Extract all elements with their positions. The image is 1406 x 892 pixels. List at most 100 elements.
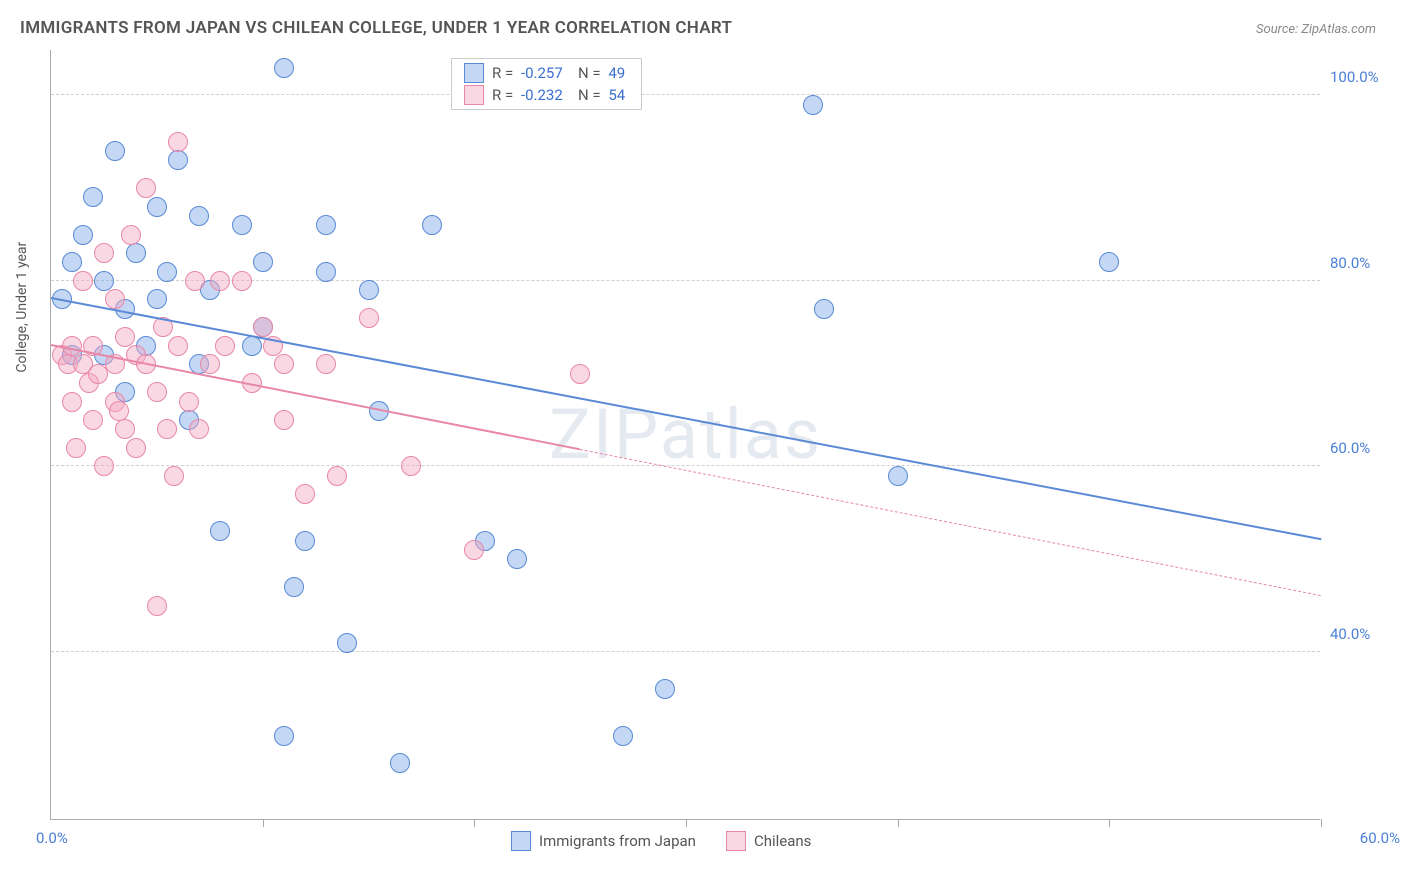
scatter-point	[105, 141, 125, 161]
scatter-point	[232, 215, 252, 235]
legend-row: R = -0.232 N = 54	[464, 85, 629, 105]
scatter-point	[94, 243, 114, 263]
scatter-point	[295, 531, 315, 551]
scatter-point	[164, 466, 184, 486]
scatter-point	[73, 225, 93, 245]
scatter-point	[62, 252, 82, 272]
scatter-point	[316, 262, 336, 282]
y-tick-label: 80.0%	[1330, 254, 1395, 272]
scatter-point	[507, 549, 527, 569]
scatter-point	[232, 271, 252, 291]
x-tick	[1321, 819, 1322, 827]
scatter-point	[105, 289, 125, 309]
scatter-point	[613, 726, 633, 746]
scatter-point	[210, 521, 230, 541]
scatter-point	[168, 150, 188, 170]
scatter-point	[274, 410, 294, 430]
scatter-point	[803, 95, 823, 115]
scatter-point	[655, 679, 675, 699]
x-tick-label-max: 60.0%	[1360, 829, 1400, 847]
legend-item: Chileans	[726, 831, 811, 851]
legend-stats: R = -0.232 N = 54	[492, 86, 629, 104]
scatter-point	[147, 382, 167, 402]
plot-area: ZIPatlas 40.0%60.0%80.0%100.0%0.0%60.0%R…	[50, 50, 1320, 820]
chart-title: IMMIGRANTS FROM JAPAN VS CHILEAN COLLEGE…	[20, 18, 732, 38]
scatter-point	[147, 596, 167, 616]
x-tick	[474, 819, 475, 827]
trend-line-extrapolated	[580, 449, 1321, 596]
scatter-point	[200, 354, 220, 374]
x-tick	[686, 819, 687, 827]
scatter-point	[464, 540, 484, 560]
x-tick	[1109, 819, 1110, 827]
legend-item: Immigrants from Japan	[511, 831, 696, 851]
scatter-point	[253, 317, 273, 337]
scatter-point	[242, 336, 262, 356]
scatter-point	[210, 271, 230, 291]
gridline	[51, 94, 1320, 95]
scatter-point	[274, 58, 294, 78]
scatter-point	[401, 456, 421, 476]
scatter-point	[168, 336, 188, 356]
scatter-point	[94, 456, 114, 476]
scatter-point	[295, 484, 315, 504]
legend-swatch	[464, 85, 484, 105]
trend-line	[51, 298, 1321, 541]
correlation-legend: R = -0.257 N = 49 R = -0.232 N = 54	[451, 58, 642, 110]
y-tick-label: 40.0%	[1330, 625, 1395, 643]
scatter-point	[62, 392, 82, 412]
scatter-point	[185, 271, 205, 291]
x-tick	[263, 819, 264, 827]
scatter-point	[215, 336, 235, 356]
scatter-point	[179, 392, 199, 412]
scatter-point	[157, 262, 177, 282]
scatter-point	[1099, 252, 1119, 272]
legend-row: R = -0.257 N = 49	[464, 63, 629, 83]
scatter-point	[121, 225, 141, 245]
scatter-point	[147, 289, 167, 309]
series-legend: Immigrants from Japan Chileans	[511, 831, 811, 851]
x-tick	[898, 819, 899, 827]
scatter-point	[888, 466, 908, 486]
scatter-point	[115, 327, 135, 347]
scatter-point	[359, 280, 379, 300]
scatter-point	[189, 206, 209, 226]
scatter-point	[126, 438, 146, 458]
scatter-point	[814, 299, 834, 319]
scatter-point	[136, 178, 156, 198]
scatter-point	[274, 354, 294, 374]
scatter-point	[337, 633, 357, 653]
scatter-point	[94, 271, 114, 291]
gridline	[51, 651, 1320, 652]
legend-swatch	[726, 831, 746, 851]
scatter-point	[83, 410, 103, 430]
scatter-point	[327, 466, 347, 486]
scatter-point	[189, 419, 209, 439]
scatter-point	[390, 753, 410, 773]
scatter-point	[115, 419, 135, 439]
scatter-point	[157, 419, 177, 439]
scatter-point	[316, 354, 336, 374]
legend-series-name: Chileans	[754, 832, 811, 850]
gridline	[51, 465, 1320, 466]
chart-container: IMMIGRANTS FROM JAPAN VS CHILEAN COLLEGE…	[0, 0, 1406, 892]
y-tick-label: 100.0%	[1330, 68, 1395, 86]
legend-series-name: Immigrants from Japan	[539, 832, 696, 850]
y-tick-label: 60.0%	[1330, 439, 1395, 457]
y-axis-label: College, Under 1 year	[14, 242, 30, 373]
legend-swatch	[464, 63, 484, 83]
scatter-point	[168, 132, 188, 152]
scatter-point	[570, 364, 590, 384]
scatter-point	[73, 271, 93, 291]
source-attribution: Source: ZipAtlas.com	[1256, 22, 1376, 37]
scatter-point	[359, 308, 379, 328]
x-tick-label-min: 0.0%	[36, 829, 68, 847]
scatter-point	[109, 401, 129, 421]
scatter-point	[66, 438, 86, 458]
scatter-point	[83, 187, 103, 207]
scatter-point	[274, 726, 294, 746]
scatter-point	[147, 197, 167, 217]
scatter-point	[316, 215, 336, 235]
scatter-point	[126, 243, 146, 263]
scatter-point	[422, 215, 442, 235]
